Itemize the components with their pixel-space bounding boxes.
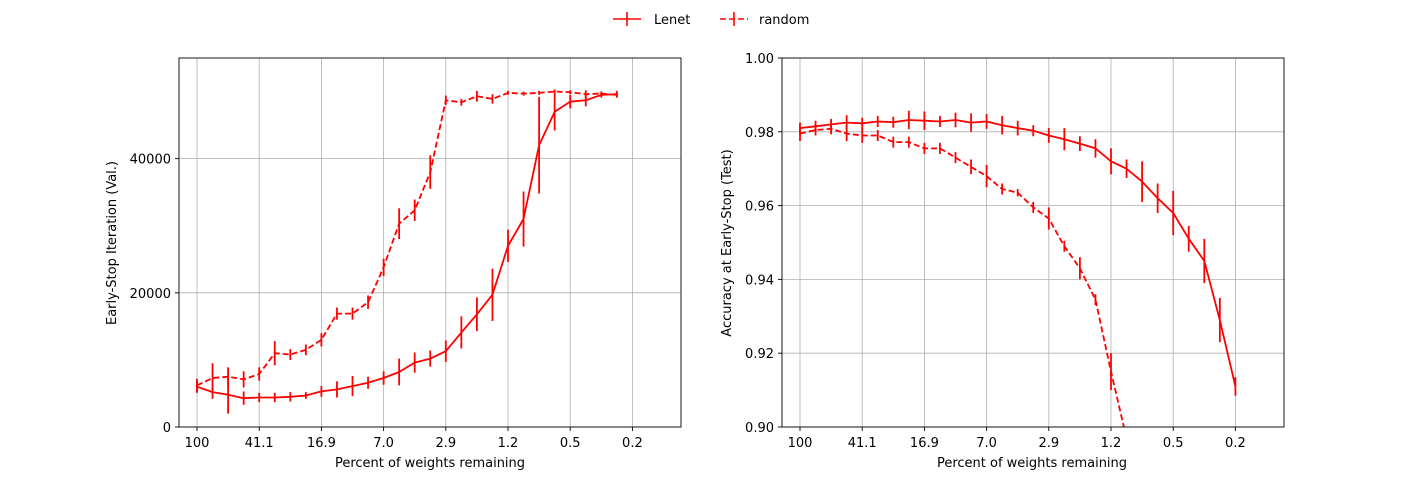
left-chart-xtick-label: 1.2 xyxy=(498,436,519,451)
left-chart-xtick-label: 100 xyxy=(185,436,210,451)
right-chart-ytick-label: 0.90 xyxy=(745,421,774,436)
right-chart-series-random-line xyxy=(799,127,1125,427)
left-chart-xtick-label: 2.9 xyxy=(435,436,456,451)
legend-item-lenet: Lenet xyxy=(613,12,690,28)
left-chart-frame xyxy=(178,57,682,428)
right-chart-ytick-label: 0.94 xyxy=(745,273,774,288)
legend-label-lenet: Lenet xyxy=(654,13,690,28)
left-chart-ylabel: Early-Stop Iteration (Val.) xyxy=(105,161,120,325)
right-chart-xtick-label: 7.0 xyxy=(976,436,997,451)
right-chart-series-lenet-line xyxy=(799,119,1237,387)
left-chart: Percent of weights remaining Early-Stop … xyxy=(105,57,682,471)
left-chart-xtick-label: 16.9 xyxy=(307,436,336,451)
left-chart-ytick-label: 40000 xyxy=(130,153,171,168)
legend: Lenet random xyxy=(613,12,809,28)
right-chart-ytick-label: 0.92 xyxy=(745,347,774,362)
left-chart-plot-area xyxy=(196,89,618,414)
left-chart-xtick-label: 41.1 xyxy=(245,436,274,451)
left-chart-xtick-label: 0.2 xyxy=(622,436,643,451)
left-chart-series-lenet-line xyxy=(196,93,617,400)
left-chart-xlabel: Percent of weights remaining xyxy=(335,456,525,471)
left-chart-xtick-label: 0.5 xyxy=(560,436,581,451)
left-chart-ytick-label: 20000 xyxy=(130,287,171,302)
right-chart-xtick-label: 41.1 xyxy=(848,436,877,451)
right-chart-ytick-label: 0.98 xyxy=(745,126,774,141)
right-chart-xtick-label: 100 xyxy=(788,436,813,451)
right-chart-frame xyxy=(781,57,1285,428)
left-chart-ytick-label: 0 xyxy=(163,421,171,436)
left-chart-xtick-label: 7.0 xyxy=(373,436,394,451)
right-chart-xtick-label: 0.5 xyxy=(1163,436,1184,451)
legend-item-random: random xyxy=(720,12,809,28)
right-chart-xtick-label: 0.2 xyxy=(1225,436,1246,451)
legend-label-random: random xyxy=(759,13,809,28)
right-chart-xtick-label: 1.2 xyxy=(1101,436,1122,451)
right-chart-xtick-label: 2.9 xyxy=(1038,436,1059,451)
left-chart-series-random-line xyxy=(196,90,617,387)
right-chart-xtick-label: 16.9 xyxy=(910,436,939,451)
right-chart-ytick-label: 1.00 xyxy=(745,52,774,67)
right-chart-ytick-label: 0.96 xyxy=(745,200,774,215)
right-chart-plot-area xyxy=(799,110,1237,427)
right-chart: Percent of weights remaining Accuracy at… xyxy=(720,52,1285,471)
right-chart-ylabel: Accuracy at Early-Stop (Test) xyxy=(720,149,735,336)
right-chart-xlabel: Percent of weights remaining xyxy=(937,456,1127,471)
